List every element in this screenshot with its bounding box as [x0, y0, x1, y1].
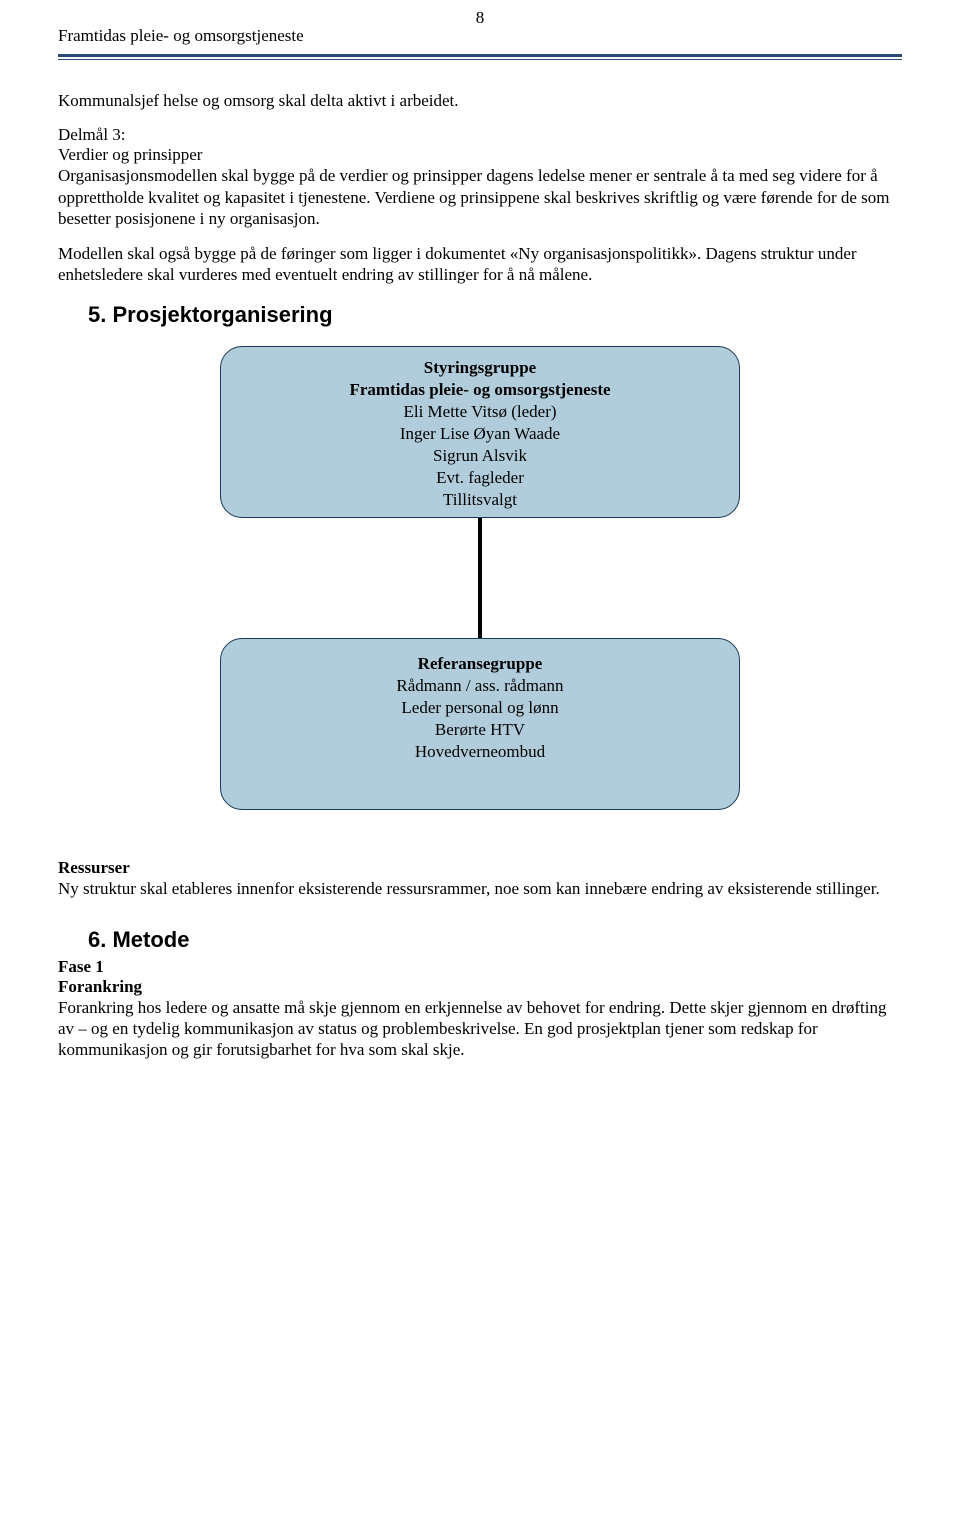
org-bottom-title: Referansegruppe: [241, 653, 719, 675]
org-top-line: Sigrun Alsvik: [241, 445, 719, 467]
org-chart: Styringsgruppe Framtidas pleie- og omsor…: [220, 346, 740, 810]
org-bottom-line: Rådmann / ass. rådmann: [241, 675, 719, 697]
delmal-subtitle: Verdier og prinsipper: [58, 145, 902, 165]
org-bottom-line: Berørte HTV: [241, 719, 719, 741]
page: 8 Framtidas pleie- og omsorgstjeneste Ko…: [0, 0, 960, 1101]
forankring-heading: Forankring: [58, 977, 902, 997]
delmal-para-2: Modellen skal også bygge på de føringer …: [58, 243, 902, 286]
intro-paragraph: Kommunalsjef helse og omsorg skal delta …: [58, 90, 902, 111]
org-top-line: Inger Lise Øyan Waade: [241, 423, 719, 445]
org-top-line: Evt. fagleder: [241, 467, 719, 489]
delmal-label: Delmål 3:: [58, 125, 902, 145]
org-box-referansegruppe: Referansegruppe Rådmann / ass. rådmann L…: [220, 638, 740, 810]
page-number: 8: [476, 8, 485, 28]
running-header-title: Framtidas pleie- og omsorgstjeneste: [58, 26, 902, 46]
org-top-title: Styringsgruppe: [241, 357, 719, 379]
header-rule: [58, 54, 902, 60]
section-6-heading: 6. Metode: [88, 927, 902, 953]
section-5-heading: 5. Prosjektorganisering: [88, 302, 902, 328]
org-box-styringsgruppe: Styringsgruppe Framtidas pleie- og omsor…: [220, 346, 740, 518]
delmal-para-1: Organisasjonsmodellen skal bygge på de v…: [58, 165, 902, 229]
org-bottom-line: Leder personal og lønn: [241, 697, 719, 719]
org-top-line: Eli Mette Vitsø (leder): [241, 401, 719, 423]
org-connector: [478, 518, 482, 638]
ressurser-body: Ny struktur skal etableres innenfor eksi…: [58, 878, 902, 899]
forankring-body: Forankring hos ledere og ansatte må skje…: [58, 997, 902, 1061]
org-top-line: Tillitsvalgt: [241, 489, 719, 511]
org-bottom-line: Hovedverneombud: [241, 741, 719, 763]
ressurser-heading: Ressurser: [58, 858, 902, 878]
fase-label: Fase 1: [58, 957, 902, 977]
org-top-subtitle: Framtidas pleie- og omsorgstjeneste: [241, 379, 719, 401]
